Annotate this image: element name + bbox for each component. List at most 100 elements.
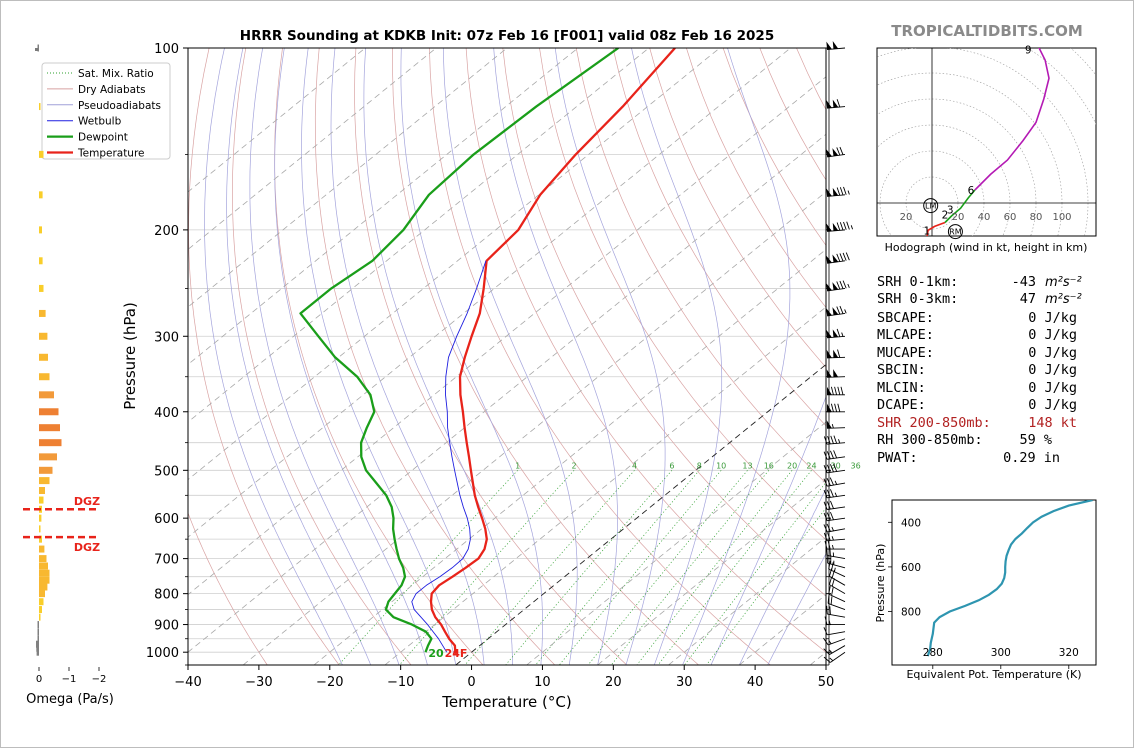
skewt-background-lines — [188, 48, 1134, 665]
omega-panel: DGZ DGZ 0 −1 −2 Omega (Pa/s) — [23, 44, 114, 707]
barb-staff — [827, 153, 846, 158]
index-label: SBCIN: — [877, 362, 926, 378]
barb-flag — [832, 329, 839, 338]
barb-full — [826, 512, 831, 521]
barb-flag — [832, 187, 839, 196]
wind-barb — [828, 585, 846, 603]
y-tick-label: 200 — [154, 224, 179, 239]
pseudoadiabat — [204, 48, 343, 665]
barb-full — [836, 147, 841, 156]
omega-bar — [39, 590, 45, 598]
index-label: SHR 200-850mb: — [877, 415, 991, 431]
wind-barb — [826, 605, 846, 618]
barb-full — [836, 187, 841, 196]
wind-barb — [827, 403, 845, 413]
barb-full — [827, 540, 831, 550]
hodograph-height-label: 1 — [923, 225, 930, 237]
barb-flag — [827, 386, 832, 395]
dry-adiabat — [686, 48, 826, 309]
wind-barb — [826, 280, 850, 292]
theta-e-x-tick-label: 300 — [991, 647, 1011, 659]
isotherm — [384, 306, 826, 665]
mixing-ratio-label: 6 — [669, 461, 674, 470]
barb-flag — [832, 222, 839, 231]
index-unit: m²s⁻² — [1045, 292, 1082, 307]
omega-bar — [37, 44, 39, 52]
barb-flag — [826, 255, 832, 264]
omega-bar — [39, 576, 50, 584]
x-tick-label: 30 — [676, 675, 693, 690]
x-tick-label: 40 — [747, 675, 764, 690]
omega-bar — [39, 514, 42, 522]
barb-staff — [827, 613, 846, 618]
barb-full — [826, 464, 831, 473]
barb-flag — [826, 420, 832, 429]
omega-bar — [39, 257, 43, 265]
skewt-frame — [187, 47, 827, 666]
series-wetbulb — [411, 260, 487, 653]
hodograph-trace — [926, 221, 946, 236]
wind-barb — [828, 576, 846, 595]
hodograph-trace — [944, 189, 976, 224]
barb-full — [830, 450, 834, 459]
barb-full — [837, 386, 841, 395]
x-tick-label: 50 — [818, 675, 835, 690]
legend: Sat. Mix. Ratio Dry Adiabats Pseudoadiabat… — [41, 62, 171, 160]
barb-flag — [832, 254, 839, 263]
barb-full — [830, 464, 834, 473]
wind-barb — [826, 146, 846, 158]
pseudoadiabat — [631, 48, 723, 665]
omega-bar — [39, 477, 50, 485]
index-label: SRH 0-1km: — [877, 274, 958, 290]
surface-dewpoint-label: 20 — [428, 647, 444, 660]
barb-full — [826, 489, 831, 498]
pseudoadiabat — [301, 48, 457, 665]
wind-barb — [826, 99, 846, 109]
pseudoadiabat — [710, 395, 826, 665]
dry-adiabat — [465, 48, 826, 653]
skewt-ylabel: Pressure (hPa) — [121, 302, 139, 410]
wind-barb — [823, 523, 846, 533]
barb-flag — [832, 282, 839, 291]
isotherm — [188, 48, 508, 308]
omega-bar — [36, 648, 39, 656]
index-value: 0 J/kg — [1028, 362, 1077, 378]
skewt-plot-area — [188, 48, 826, 665]
dry-adiabat — [575, 48, 826, 484]
barb-half — [834, 567, 836, 572]
mixing-ratio-label: 1 — [515, 461, 520, 470]
legend-label: Wetbulb — [78, 116, 122, 128]
barb-flag — [826, 41, 832, 50]
y-tick-label: 400 — [154, 406, 179, 421]
dry-adiabat — [1090, 48, 1134, 665]
barb-full — [843, 221, 847, 230]
index-label: MUCAPE: — [877, 345, 934, 361]
barb-full — [828, 576, 833, 585]
isotherm — [188, 48, 650, 423]
barb-half — [831, 526, 834, 532]
x-tick-label: −20 — [316, 675, 343, 690]
barb-flag — [826, 100, 832, 109]
x-tick-label: −10 — [387, 675, 414, 690]
hodograph-ring-label: 80 — [1030, 212, 1043, 223]
barb-full — [830, 403, 834, 412]
omega-bar — [39, 496, 44, 504]
index-label: RH 300-850mb: — [877, 432, 983, 448]
pseudoadiabat — [767, 552, 826, 665]
isotherm — [188, 48, 720, 481]
omega-bar — [39, 598, 44, 606]
barb-flag — [832, 307, 839, 316]
x-tick-label: −30 — [245, 675, 272, 690]
mixing-ratio-line — [338, 470, 518, 665]
barb-full — [828, 560, 831, 570]
isotherm — [597, 479, 826, 665]
barb-full — [827, 595, 830, 604]
omega-x-tick-label: 0 — [36, 674, 42, 685]
omega-bar — [39, 569, 50, 577]
wind-barb — [823, 477, 846, 487]
barb-full — [823, 656, 831, 663]
wind-barb — [826, 349, 846, 359]
omega-bar — [39, 562, 48, 570]
barb-half — [828, 649, 833, 654]
